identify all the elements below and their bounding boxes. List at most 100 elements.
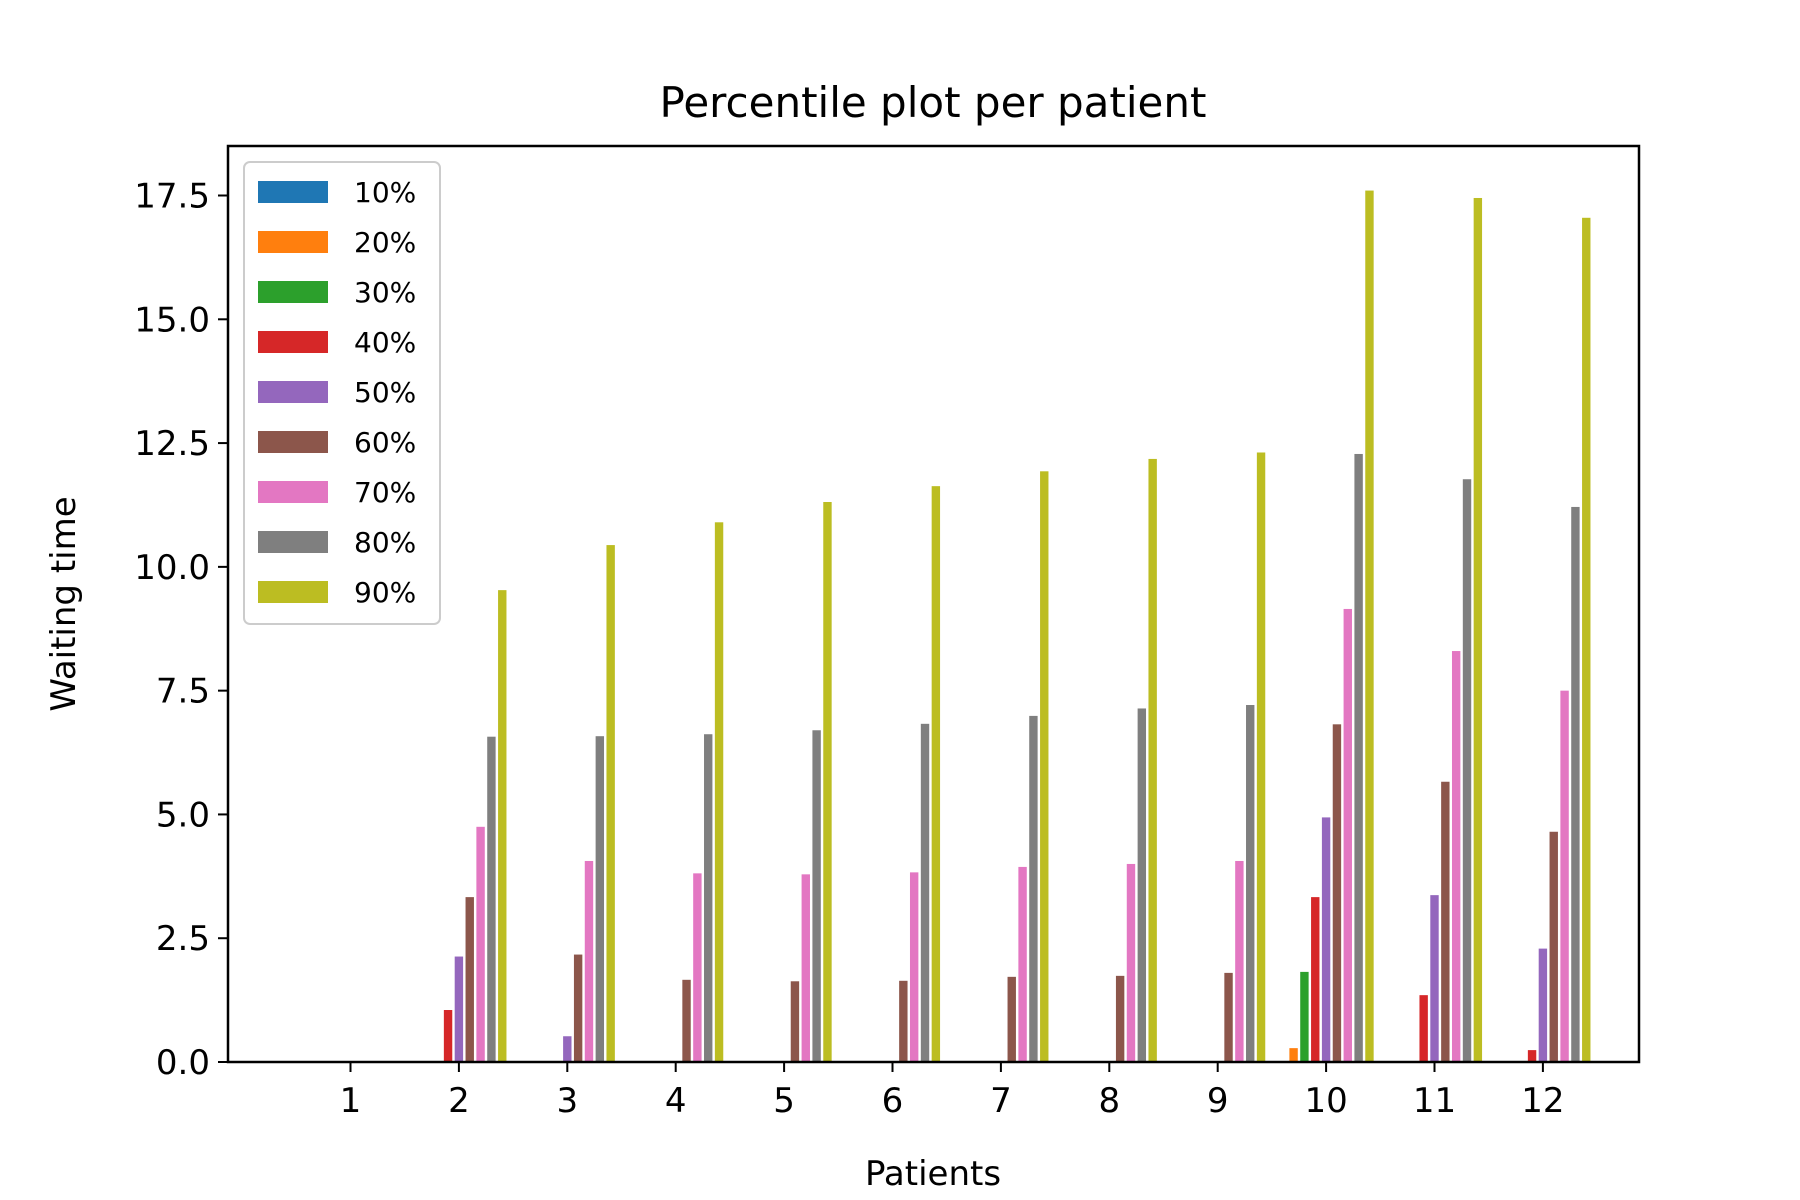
bar-90pct-patient-2 bbox=[498, 590, 507, 1062]
bar-70pct-patient-9 bbox=[1235, 860, 1244, 1062]
bar-60pct-patient-9 bbox=[1224, 972, 1233, 1062]
bar-60pct-patient-7 bbox=[1007, 976, 1016, 1062]
y-tick-label: 5.0 bbox=[156, 795, 210, 835]
legend-swatch bbox=[258, 531, 328, 553]
bar-60pct-patient-8 bbox=[1115, 975, 1125, 1062]
bar-80pct-patient-6 bbox=[920, 723, 930, 1062]
bar-50pct-patient-11 bbox=[1430, 895, 1439, 1062]
x-tick-label: 4 bbox=[665, 1081, 687, 1121]
x-tick-label: 10 bbox=[1304, 1081, 1347, 1121]
legend-frame bbox=[243, 161, 441, 625]
bar-80pct-patient-4 bbox=[704, 734, 713, 1062]
bar-70pct-patient-4 bbox=[693, 873, 702, 1062]
legend-swatch bbox=[258, 381, 328, 403]
legend-label: 90% bbox=[354, 576, 416, 609]
bar-70pct-patient-6 bbox=[909, 872, 919, 1062]
legend-swatch bbox=[258, 181, 328, 203]
x-tick-label: 5 bbox=[773, 1081, 795, 1121]
x-ticks-group: 1 2 3 4 5 6 7 8 9 10 11 12 bbox=[340, 1062, 1565, 1121]
y-tick-label: 2.5 bbox=[156, 919, 210, 959]
legend-label: 50% bbox=[354, 376, 416, 409]
bars-group bbox=[443, 190, 1591, 1063]
legend-label: 70% bbox=[354, 476, 416, 509]
bar-80pct-patient-12 bbox=[1571, 506, 1580, 1062]
bar-50pct-patient-2 bbox=[454, 956, 464, 1062]
legend-label: 10% bbox=[354, 176, 416, 209]
bar-70pct-patient-3 bbox=[584, 860, 594, 1062]
legend-swatch bbox=[258, 331, 328, 353]
bar-50pct-patient-12 bbox=[1538, 948, 1548, 1062]
y-ticks-group: 0.0 2.5 5.0 7.5 10.0 12.5 15.0 17.5 bbox=[134, 177, 228, 1083]
x-tick-label: 11 bbox=[1413, 1081, 1456, 1121]
bar-60pct-patient-12 bbox=[1549, 831, 1558, 1062]
bar-60pct-patient-4 bbox=[682, 979, 691, 1062]
x-tick-label: 9 bbox=[1207, 1081, 1229, 1121]
y-tick-label: 10.0 bbox=[134, 548, 210, 588]
bar-70pct-patient-8 bbox=[1126, 863, 1136, 1062]
bar-90pct-patient-6 bbox=[931, 486, 941, 1062]
bar-70pct-patient-10 bbox=[1343, 608, 1352, 1062]
y-tick-label: 15.0 bbox=[134, 300, 210, 340]
bar-60pct-patient-2 bbox=[465, 897, 474, 1062]
bar-60pct-patient-11 bbox=[1441, 781, 1450, 1062]
bar-20pct-patient-10 bbox=[1289, 1048, 1298, 1062]
bar-90pct-patient-7 bbox=[1040, 471, 1049, 1062]
bar-90pct-patient-11 bbox=[1473, 197, 1483, 1063]
x-tick-label: 2 bbox=[448, 1081, 470, 1121]
bar-40pct-patient-10 bbox=[1311, 897, 1320, 1062]
bar-70pct-patient-11 bbox=[1451, 651, 1461, 1062]
legend-swatch bbox=[258, 431, 328, 453]
bar-70pct-patient-12 bbox=[1560, 690, 1569, 1062]
bar-60pct-patient-3 bbox=[573, 954, 583, 1062]
bar-90pct-patient-8 bbox=[1148, 458, 1157, 1062]
bar-80pct-patient-8 bbox=[1137, 708, 1147, 1062]
x-tick-label: 7 bbox=[990, 1081, 1012, 1121]
bar-60pct-patient-10 bbox=[1332, 724, 1342, 1062]
legend-swatch bbox=[258, 581, 328, 603]
bar-60pct-patient-5 bbox=[790, 981, 800, 1062]
legend-swatch bbox=[258, 481, 328, 503]
legend-label: 30% bbox=[354, 276, 416, 309]
legend-label: 40% bbox=[354, 326, 416, 359]
bar-40pct-patient-12 bbox=[1527, 1050, 1537, 1062]
legend-swatch bbox=[258, 281, 328, 303]
bar-80pct-patient-7 bbox=[1029, 715, 1038, 1062]
bar-90pct-patient-3 bbox=[606, 545, 615, 1062]
y-tick-label: 12.5 bbox=[134, 424, 210, 464]
y-tick-label: 7.5 bbox=[156, 672, 210, 712]
bar-80pct-patient-9 bbox=[1246, 705, 1255, 1062]
x-tick-label: 6 bbox=[882, 1081, 904, 1121]
bar-80pct-patient-10 bbox=[1354, 453, 1363, 1063]
x-tick-label: 3 bbox=[556, 1081, 578, 1121]
bar-90pct-patient-10 bbox=[1365, 190, 1374, 1062]
bar-60pct-patient-6 bbox=[899, 980, 908, 1062]
bar-70pct-patient-7 bbox=[1018, 866, 1027, 1062]
bar-70pct-patient-2 bbox=[476, 826, 485, 1062]
legend: 10% 20% 30% 40% 50% 60% 70% 80% 90% bbox=[243, 161, 441, 625]
bar-80pct-patient-11 bbox=[1462, 479, 1472, 1063]
plot-frame bbox=[226, 144, 1641, 1064]
x-axis-label: Patients bbox=[865, 1154, 1001, 1194]
bar-40pct-patient-2 bbox=[443, 1010, 453, 1062]
bar-90pct-patient-9 bbox=[1256, 452, 1266, 1062]
legend-swatch bbox=[258, 231, 328, 253]
chart-title: Percentile plot per patient bbox=[660, 78, 1207, 127]
bar-50pct-patient-10 bbox=[1321, 817, 1331, 1062]
y-tick-label: 17.5 bbox=[134, 177, 210, 217]
bar-80pct-patient-2 bbox=[487, 736, 496, 1062]
bar-30pct-patient-10 bbox=[1300, 971, 1309, 1062]
legend-label: 60% bbox=[354, 426, 416, 459]
bar-70pct-patient-5 bbox=[801, 874, 810, 1062]
legend-label: 80% bbox=[354, 526, 416, 559]
bar-80pct-patient-3 bbox=[595, 736, 605, 1062]
bar-80pct-patient-5 bbox=[812, 730, 821, 1062]
legend-label: 20% bbox=[354, 226, 416, 259]
bar-50pct-patient-3 bbox=[563, 1036, 572, 1062]
bar-90pct-patient-5 bbox=[823, 502, 832, 1062]
y-tick-label: 0.0 bbox=[156, 1043, 210, 1083]
x-tick-label: 12 bbox=[1521, 1081, 1564, 1121]
bar-90pct-patient-12 bbox=[1582, 217, 1591, 1063]
x-tick-label: 8 bbox=[1098, 1081, 1120, 1121]
bar-40pct-patient-11 bbox=[1419, 995, 1428, 1062]
